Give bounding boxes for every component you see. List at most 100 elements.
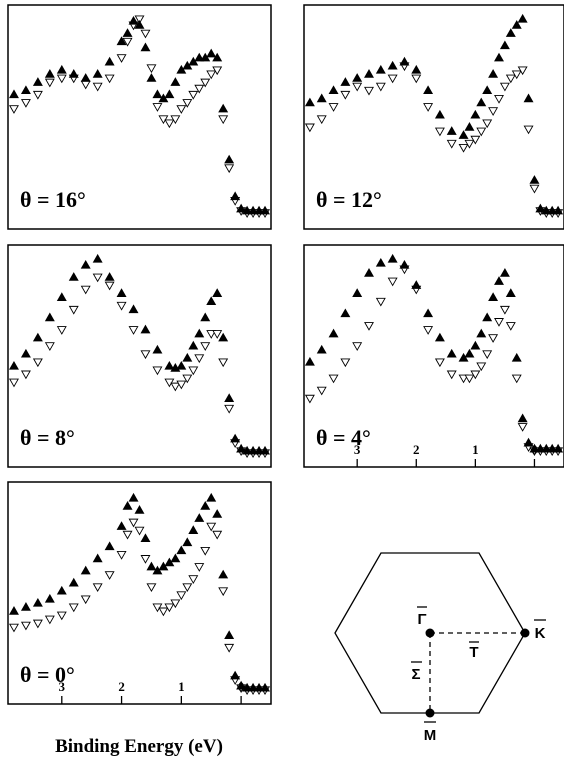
- data-point-filled: [140, 42, 151, 52]
- data-point-filled: [494, 276, 504, 285]
- data-point-filled: [387, 60, 398, 70]
- data-point-open: [375, 297, 386, 307]
- data-point-filled: [488, 292, 499, 301]
- data-point-open: [56, 74, 67, 84]
- data-point-filled: [411, 280, 422, 289]
- x-tick-label: 3: [354, 442, 361, 457]
- data-point-filled: [188, 525, 199, 534]
- x-tick-label: 1: [472, 442, 479, 457]
- data-point-open: [458, 143, 469, 153]
- data-point-open: [212, 530, 223, 540]
- data-point-filled: [230, 670, 241, 680]
- data-point-filled: [44, 312, 55, 322]
- data-point-filled: [164, 89, 175, 99]
- data-point-open: [387, 277, 398, 287]
- data-point-open: [170, 115, 181, 125]
- data-point-open: [170, 382, 181, 392]
- data-point-filled: [352, 288, 363, 297]
- gamma-label: Γ: [417, 611, 426, 628]
- data-point-open: [92, 583, 103, 593]
- data-point-open: [164, 603, 175, 613]
- data-point-filled: [505, 288, 516, 297]
- data-point-filled: [340, 77, 351, 86]
- data-point-filled: [242, 205, 253, 215]
- data-point-open: [140, 555, 151, 564]
- data-point-open: [200, 546, 211, 556]
- data-point-open: [182, 374, 193, 384]
- data-point-open: [188, 575, 199, 584]
- data-point-open: [20, 621, 31, 631]
- data-point-filled: [9, 606, 19, 615]
- data-point-filled: [116, 36, 127, 46]
- data-point-open: [488, 107, 499, 116]
- data-point-open: [523, 125, 534, 135]
- x-axis-title: Binding Energy (eV): [55, 736, 223, 757]
- data-point-filled: [182, 537, 193, 547]
- data-point-filled: [44, 69, 55, 78]
- data-point-filled: [364, 268, 374, 277]
- data-point-filled: [316, 344, 327, 354]
- data-point-open: [194, 563, 205, 572]
- data-point-filled: [9, 89, 19, 99]
- t-label: T: [469, 644, 478, 661]
- data-point-filled: [116, 288, 127, 297]
- data-point-open: [316, 386, 327, 396]
- data-point-filled: [206, 492, 217, 502]
- data-point-open: [146, 583, 157, 593]
- data-point-filled: [375, 64, 386, 74]
- data-point-open: [80, 595, 91, 605]
- axis-ticks: 3 2 1 0 3 2 1 0: [59, 442, 538, 704]
- data-point-filled: [304, 356, 315, 366]
- data-point-open: [164, 119, 175, 129]
- data-point-filled: [476, 328, 487, 338]
- data-point-filled: [32, 77, 43, 86]
- data-point-open: [494, 318, 504, 327]
- data-point-filled: [248, 205, 259, 215]
- data-point-filled: [529, 175, 540, 184]
- data-point-filled: [535, 203, 546, 213]
- data-point-open: [206, 70, 217, 80]
- data-point-filled: [230, 191, 241, 201]
- data-point-filled: [541, 443, 552, 453]
- data-point-filled: [20, 348, 31, 358]
- data-point-filled: [176, 360, 187, 370]
- data-point-filled: [304, 97, 315, 107]
- data-point-filled: [260, 445, 270, 455]
- panel-label: θ = 0°: [20, 662, 75, 687]
- data-point-open: [505, 74, 516, 84]
- data-point-filled: [236, 443, 247, 453]
- panel-frame: [303, 4, 564, 230]
- data-point-filled: [104, 272, 115, 281]
- panel-label: θ = 8°: [20, 425, 75, 450]
- data-point-open: [458, 374, 469, 384]
- data-point-open: [470, 370, 481, 380]
- data-point-filled: [446, 348, 457, 358]
- data-point-filled: [224, 630, 235, 639]
- data-point-filled: [134, 20, 145, 29]
- data-point-filled: [104, 56, 115, 66]
- data-point-open: [44, 615, 55, 625]
- data-point-filled: [423, 308, 434, 318]
- data-point-open: [316, 115, 327, 125]
- data-point-filled: [535, 443, 546, 453]
- data-point-filled: [517, 413, 528, 423]
- k-point: [520, 628, 530, 638]
- data-point-open: [423, 103, 434, 112]
- data-point-filled: [236, 203, 247, 213]
- brillouin-zone-diagram: Γ K T Σ M: [334, 552, 546, 744]
- data-point-filled: [523, 437, 534, 447]
- data-point-filled: [553, 443, 564, 453]
- data-point-filled: [194, 513, 205, 522]
- data-point-open: [104, 74, 115, 84]
- data-point-filled: [260, 205, 270, 215]
- data-point-open: [505, 322, 516, 331]
- data-point-filled: [470, 340, 481, 350]
- data-point-filled: [164, 360, 175, 370]
- data-point-open: [364, 322, 374, 331]
- data-point-open: [434, 127, 445, 137]
- data-point-open: [182, 99, 193, 108]
- data-point-open: [499, 305, 510, 315]
- data-point-filled: [224, 393, 235, 402]
- data-point-filled: [399, 259, 410, 269]
- data-point-open: [116, 551, 127, 560]
